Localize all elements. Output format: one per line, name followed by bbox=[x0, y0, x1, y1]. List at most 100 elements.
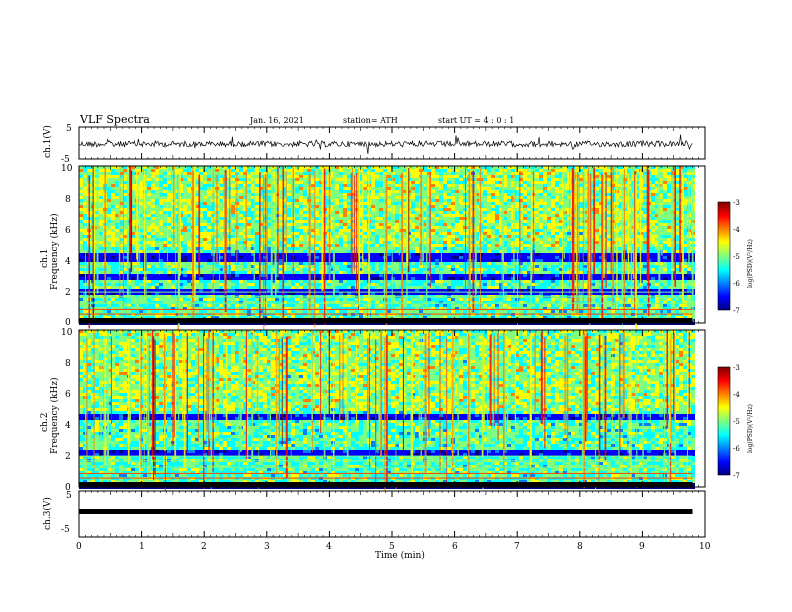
ch1-spectrogram-cell bbox=[203, 184, 207, 187]
ch1-spectrogram-cell bbox=[459, 208, 463, 211]
ch1-spectrogram-cell bbox=[251, 205, 255, 208]
ch1-spectrogram-cell bbox=[347, 178, 351, 181]
ch1-spectrogram-cell bbox=[351, 247, 355, 250]
ch1-spectrogram-cell bbox=[343, 178, 347, 181]
ch1-spectrogram-cell bbox=[239, 259, 243, 262]
ch1-spectrogram-cell bbox=[455, 190, 459, 193]
ch1-spectrogram-cell bbox=[255, 187, 259, 190]
ch1-spectrogram-cell bbox=[111, 172, 115, 175]
ch1-spectrogram-cell bbox=[475, 220, 479, 223]
ch1-spectrogram-cell bbox=[163, 223, 167, 226]
ch1-spectrogram-cell bbox=[175, 217, 179, 220]
ch1-spectrogram-cell bbox=[319, 178, 323, 181]
ch1-spectrogram-cell bbox=[115, 178, 119, 181]
ch1-spectrogram-cell bbox=[167, 175, 171, 178]
ch1-spectrogram-cell bbox=[251, 211, 255, 214]
ch1-spectrogram-cell bbox=[475, 166, 479, 169]
ch1-spectrogram-cell bbox=[411, 184, 415, 187]
ch1-spectrogram-cell bbox=[227, 250, 231, 253]
ch1-spectrogram-cell bbox=[131, 256, 135, 259]
ch1-spectrogram-cell bbox=[231, 202, 235, 205]
ch1-spectrogram-cell bbox=[599, 202, 603, 205]
ch1-spectrogram-cell bbox=[183, 208, 187, 211]
ch1-spectrogram-cell bbox=[195, 199, 199, 202]
ch1-spectrogram-cell bbox=[447, 247, 451, 250]
ch1-spectrogram-cell bbox=[423, 187, 427, 190]
ch1-spectrogram-cell bbox=[111, 250, 115, 253]
ch1-spectrogram-cell bbox=[547, 196, 551, 199]
ch1-spectrogram-cell bbox=[379, 193, 383, 196]
ch1-spectrogram-cell bbox=[199, 223, 203, 226]
ch1-spectrogram-cell bbox=[503, 241, 507, 244]
ch1-spectrogram-cell bbox=[603, 223, 607, 226]
ch1-spectrogram-cell bbox=[455, 169, 459, 172]
ch1-spectrogram-cell bbox=[239, 223, 243, 226]
ch1-spectrogram-cell bbox=[531, 253, 535, 256]
ch1-spectrogram-cell bbox=[167, 208, 171, 211]
ch1-spectrogram-cell bbox=[299, 247, 303, 250]
ch1-spectrogram-cell bbox=[511, 205, 515, 208]
ch1-spectrogram-cell bbox=[443, 190, 447, 193]
ch1-spectrogram-cell bbox=[495, 190, 499, 193]
ch1-spectrogram-cell bbox=[319, 235, 323, 238]
ch1-spectrogram-cell bbox=[555, 208, 559, 211]
ch1-spectrogram-cell bbox=[491, 250, 495, 253]
ch1-spectrogram-cell bbox=[579, 226, 583, 229]
ch1-spectrogram-cell bbox=[663, 235, 667, 238]
ch1-spectrogram-cell bbox=[551, 172, 555, 175]
ch1-spectrogram-cell bbox=[255, 247, 259, 250]
ch1-spectrogram-cell bbox=[295, 253, 299, 256]
ch1-spectrogram-cell bbox=[123, 259, 127, 262]
ch1-spectrogram-cell bbox=[499, 229, 503, 232]
ch1-spectrogram-cell bbox=[651, 259, 655, 262]
ch1-spectrogram-cell bbox=[455, 250, 459, 253]
ch1-spectrogram-cell bbox=[371, 196, 375, 199]
ch1-spectrogram-cell bbox=[175, 247, 179, 250]
ch1-spectrogram-cell bbox=[599, 217, 603, 220]
ch1-spectrogram-cell bbox=[675, 259, 679, 262]
ch1-spectrogram-cell bbox=[535, 253, 539, 256]
ch1-spectrogram-cell bbox=[379, 232, 383, 235]
header-date: Jan. 16, 2021 bbox=[249, 116, 304, 125]
ch1-spectrogram-cell bbox=[503, 181, 507, 184]
ch1-spectrogram-cell bbox=[567, 166, 571, 169]
ch1-spectrogram-cell bbox=[443, 250, 447, 253]
ch1-spectrogram-cell bbox=[187, 181, 191, 184]
ch1-spectrogram-cell bbox=[679, 193, 683, 196]
ch1-spectrogram-cell bbox=[543, 169, 547, 172]
ch1-spectrogram-cell bbox=[315, 217, 319, 220]
ch1-spectrogram-cell bbox=[683, 172, 687, 175]
ch1-spectrogram-cell bbox=[519, 250, 523, 253]
ch1-spectrogram-cell bbox=[175, 238, 179, 241]
ch1-spectrogram-cell bbox=[443, 229, 447, 232]
ch1-spectrogram-cell bbox=[147, 196, 151, 199]
ch1-spectrogram-cell bbox=[675, 190, 679, 193]
ch1-spectrogram-cell bbox=[675, 199, 679, 202]
ch1-spectrogram-cell bbox=[267, 175, 271, 178]
ch1-spectrogram-cell bbox=[119, 250, 123, 253]
ch1-spectrogram-cell bbox=[535, 208, 539, 211]
ch1-spectrogram-cell bbox=[415, 175, 419, 178]
ch1-spectrogram-cell bbox=[267, 235, 271, 238]
ch1-spectrogram-cell bbox=[395, 202, 399, 205]
ch1-spectrogram-cell bbox=[567, 211, 571, 214]
ch1-spectrogram-cell bbox=[259, 199, 263, 202]
ch1-spectrogram-cell bbox=[111, 232, 115, 235]
ch1-spectrogram-cell bbox=[391, 184, 395, 187]
ch1-spectrogram-cell bbox=[171, 202, 175, 205]
ch1-spectrogram-cell bbox=[155, 223, 159, 226]
ch1-spectrogram-cell bbox=[299, 172, 303, 175]
ch1-spectrogram-cell bbox=[455, 187, 459, 190]
ch1-spectrogram-cell bbox=[239, 250, 243, 253]
ch1-spectrogram-cell bbox=[527, 193, 531, 196]
ch1-spectrogram-cell bbox=[99, 223, 103, 226]
ch1-spectrogram-cell bbox=[527, 253, 531, 256]
ch1-spectrogram-cell bbox=[667, 184, 671, 187]
ch1-spectrogram-cell bbox=[507, 220, 511, 223]
ch1-spectrogram-cell bbox=[559, 193, 563, 196]
ch1-spectrogram-cell bbox=[451, 175, 455, 178]
ch1-spectrogram-cell bbox=[279, 211, 283, 214]
ch1-spectrogram-cell bbox=[659, 232, 663, 235]
ch1-spectrogram-cell bbox=[87, 169, 91, 172]
ch1-spectrogram-cell bbox=[399, 214, 403, 217]
